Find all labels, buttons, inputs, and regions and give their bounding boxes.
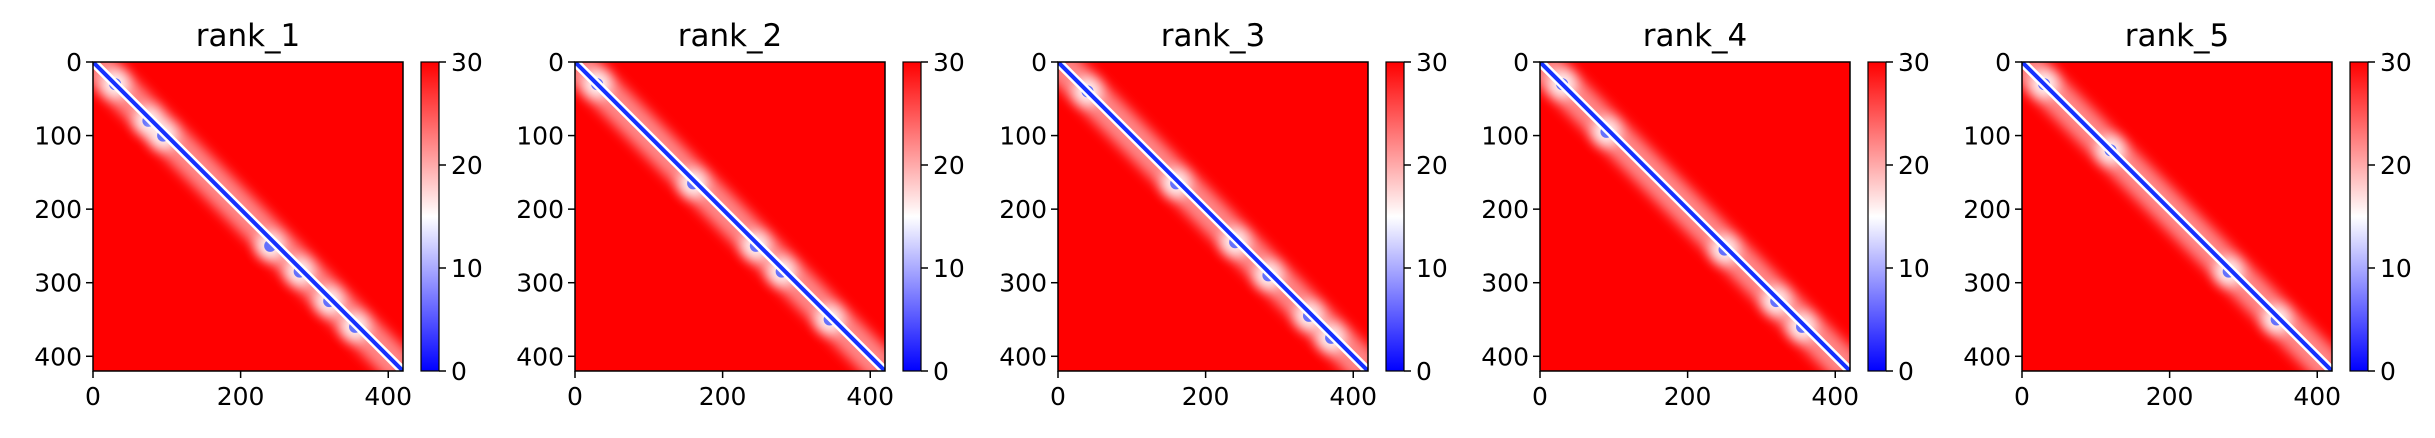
heatmap-frame — [2021, 61, 2333, 372]
colorbar-tick-label: 20 — [451, 151, 483, 180]
y-tick-label: 300 — [1481, 269, 1529, 298]
heatmap-image — [2022, 62, 2332, 371]
colorbar-tick-label: 10 — [1898, 254, 1930, 283]
x-tick-label: 0 — [85, 382, 101, 411]
y-tick-label: 300 — [1963, 269, 2011, 298]
colorbar-tick-label: 10 — [451, 254, 483, 283]
diagonal-line — [575, 62, 885, 371]
y-tick-label: 300 — [516, 269, 564, 298]
heatmap-image — [1540, 62, 1850, 371]
x-tick-label: 200 — [699, 382, 747, 411]
y-tick-label: 200 — [999, 195, 1047, 224]
colorbar-tick-label: 10 — [1416, 254, 1448, 283]
x-tick-label: 0 — [1050, 382, 1066, 411]
y-tick-label: 200 — [516, 195, 564, 224]
colorbar-tick-label: 20 — [1416, 151, 1448, 180]
colorbar-tick-label: 30 — [451, 48, 483, 77]
colorbar-gradient — [2349, 61, 2369, 372]
diagonal-line — [1058, 62, 1368, 371]
diagonal-line — [2022, 62, 2332, 371]
x-tick-label: 400 — [364, 382, 412, 411]
colorbar-tick-label: 20 — [933, 151, 965, 180]
x-tick-label: 400 — [1811, 382, 1859, 411]
y-tick-label: 400 — [999, 342, 1047, 371]
colorbar-tick-label: 30 — [1898, 48, 1930, 77]
colorbar-gradient — [420, 61, 440, 372]
colorbar-tick-label: 30 — [2380, 48, 2412, 77]
colorbar-tick-label: 30 — [933, 48, 965, 77]
colorbar-tick-label: 10 — [2380, 254, 2412, 283]
heatmap-image — [1058, 62, 1368, 371]
y-tick-label: 100 — [999, 122, 1047, 151]
heatmap-frame — [92, 61, 404, 372]
colorbar-tick-label: 10 — [933, 254, 965, 283]
y-tick-label: 400 — [1481, 342, 1529, 371]
y-tick-label: 400 — [516, 342, 564, 371]
colorbar-tick-label: 0 — [1898, 357, 1914, 386]
colorbar: 0 10 20 30 — [420, 48, 483, 386]
x-tick-label: 400 — [2293, 382, 2341, 411]
y-tick-label: 0 — [1995, 48, 2011, 77]
heatmap-image — [575, 62, 885, 371]
colorbar-tick-label: 0 — [2380, 357, 2396, 386]
y-tick-label: 100 — [34, 122, 82, 151]
y-tick-label: 400 — [34, 342, 82, 371]
colorbar: 0 10 20 30 — [1867, 48, 1930, 386]
heatmap-frame — [1539, 61, 1851, 372]
colorbar: 0 10 20 30 — [902, 48, 965, 386]
heatmap-frame — [1057, 61, 1369, 372]
heatmap-image — [93, 62, 403, 371]
colorbar-gradient — [902, 61, 922, 372]
y-tick-label: 0 — [1031, 48, 1047, 77]
chart-title: rank_3 — [1161, 18, 1266, 54]
y-tick-label: 0 — [1513, 48, 1529, 77]
diagonal-line — [1540, 62, 1850, 371]
colorbar-tick-label: 20 — [2380, 151, 2412, 180]
y-tick-label: 200 — [34, 195, 82, 224]
y-tick-label: 100 — [1481, 122, 1529, 151]
chart-title: rank_1 — [196, 18, 301, 54]
y-tick-label: 300 — [34, 269, 82, 298]
x-tick-label: 200 — [1182, 382, 1230, 411]
colorbar-tick-label: 0 — [933, 357, 949, 386]
x-tick-label: 200 — [217, 382, 265, 411]
chart-title: rank_2 — [678, 18, 783, 54]
colorbar-tick-label: 30 — [1416, 48, 1448, 77]
x-tick-label: 0 — [567, 382, 583, 411]
colorbar: 0 10 20 30 — [2349, 48, 2412, 386]
y-tick-label: 100 — [516, 122, 564, 151]
colorbar-tick-label: 0 — [1416, 357, 1432, 386]
colorbar-gradient — [1867, 61, 1887, 372]
chart-title: rank_4 — [1643, 18, 1748, 54]
y-tick-label: 0 — [66, 48, 82, 77]
x-tick-label: 400 — [1329, 382, 1377, 411]
x-tick-label: 0 — [1532, 382, 1548, 411]
x-tick-label: 0 — [2014, 382, 2030, 411]
y-tick-label: 400 — [1963, 342, 2011, 371]
diagonal-line — [93, 62, 403, 371]
y-tick-label: 200 — [1481, 195, 1529, 224]
y-tick-label: 0 — [548, 48, 564, 77]
y-tick-label: 100 — [1963, 122, 2011, 151]
heatmap-frame — [574, 61, 886, 372]
x-tick-label: 400 — [846, 382, 894, 411]
chart-title: rank_5 — [2125, 18, 2230, 54]
colorbar: 0 10 20 30 — [1385, 48, 1448, 386]
y-tick-label: 200 — [1963, 195, 2011, 224]
colorbar-tick-label: 20 — [1898, 151, 1930, 180]
x-tick-label: 200 — [1664, 382, 1712, 411]
x-tick-label: 200 — [2146, 382, 2194, 411]
colorbar-gradient — [1385, 61, 1405, 372]
y-tick-label: 300 — [999, 269, 1047, 298]
colorbar-tick-label: 0 — [451, 357, 467, 386]
